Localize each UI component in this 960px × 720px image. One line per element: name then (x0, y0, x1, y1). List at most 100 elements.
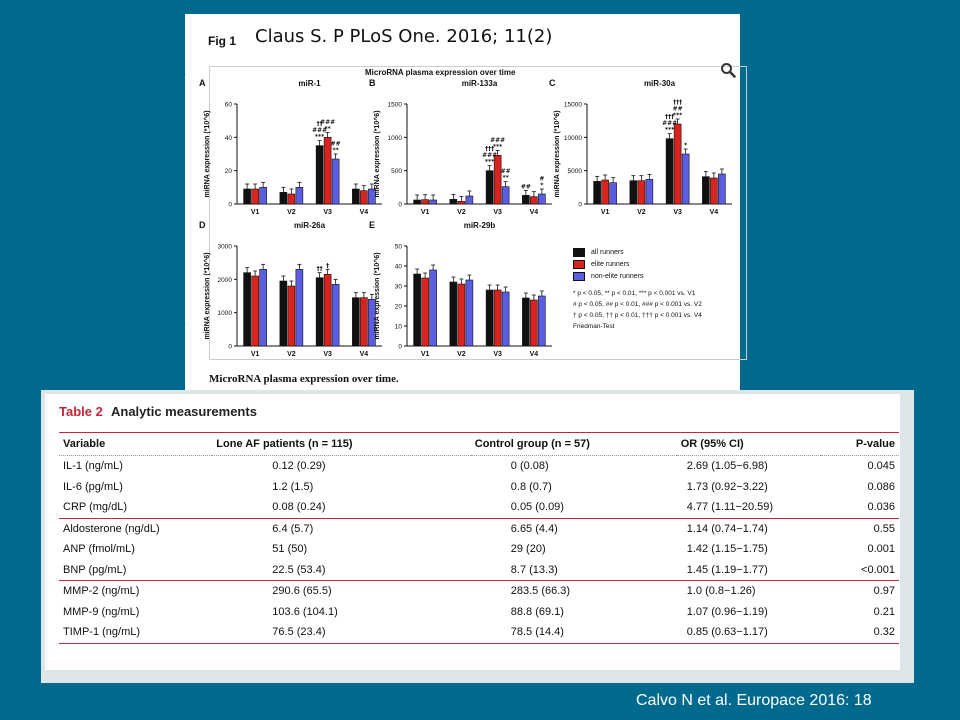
y-tick-label: 1500 (388, 102, 403, 109)
bar (593, 181, 601, 205)
table-panel: Table 2 Analytic measurements Variable L… (41, 390, 914, 683)
y-tick-label: 20 (225, 168, 233, 175)
bar (673, 123, 682, 205)
note: # p < 0.05, ## p < 0.01, ### p < 0.001 v… (573, 301, 702, 308)
cell-variable: ANP (fmol/mL) (63, 543, 135, 556)
significance-mark: ### (482, 152, 497, 159)
bar (413, 199, 421, 205)
bar (538, 295, 546, 347)
significance-mark: *** (485, 159, 495, 166)
significance-mark: ## (331, 141, 341, 148)
significance-mark: *** (673, 112, 683, 119)
y-tick-label: 0 (398, 344, 402, 351)
x-tick-label: V1 (251, 209, 260, 216)
y-tick-label: 0 (228, 202, 232, 209)
bar (645, 179, 654, 205)
significance-mark: †† (317, 121, 323, 128)
bar (287, 193, 296, 205)
x-tick-label: V3 (493, 351, 502, 358)
side-link-bottom[interactable]: ... (181, 320, 187, 327)
cell-control: 88.8 (69.1) (510, 605, 564, 618)
cell-or: 1.0 (0.8−1.26) (686, 585, 756, 598)
table-row: MMP-9 (ng/mL) 103.6 (104.1) 88.8 (69.1) 1.0… (59, 602, 899, 623)
bar (493, 289, 502, 347)
legend-label: non-elite runners (591, 272, 644, 280)
bar (331, 284, 340, 347)
table-card: Table 2 Analytic measurements Variable L… (45, 394, 900, 670)
bar (429, 269, 437, 347)
cell-or: 1.07 (0.96−1.19) (686, 605, 768, 618)
side-link-top[interactable]: ... (181, 70, 187, 77)
y-tick-label: 10 (395, 324, 403, 331)
cell-lone-af: 6.4 (5.7) (272, 522, 314, 535)
cell-variable: BNP (pg/mL) (59, 559, 213, 581)
cell-p-value: 0.036 (821, 497, 899, 519)
x-tick-label: V2 (457, 351, 466, 358)
bar (352, 297, 360, 347)
x-tick-label: V2 (457, 209, 466, 216)
cell-control: 29 (20) (510, 543, 546, 556)
bar (323, 137, 332, 205)
cell-control: 283.5 (66.3) (510, 585, 571, 598)
bar (315, 145, 324, 205)
bar (295, 269, 304, 347)
cell-variable: MMP-2 (ng/mL) (63, 585, 140, 598)
x-tick-label: V1 (601, 209, 610, 216)
cell-or: 0.85 (0.63−1.17) (676, 622, 822, 644)
cell-lone-af: 1.2 (1.5) (272, 480, 314, 493)
table-header-row: Variable Lone AF patients (n = 115) Cont… (59, 432, 899, 456)
cell-lone-af: 0.12 (0.29) (272, 460, 326, 473)
bar (501, 291, 510, 347)
bar (243, 188, 251, 205)
cell-variable: Aldosterone (ng/dL) (63, 522, 160, 535)
bar (465, 195, 474, 205)
cell-p-value: 0.045 (867, 460, 895, 473)
legend-item: non-elite runners (573, 270, 702, 282)
cell-control: 78.5 (14.4) (470, 622, 677, 644)
cell-lone-af: 51 (50) (272, 543, 308, 556)
figure-caption: MicroRNA plasma expression over time. (209, 373, 399, 385)
x-tick-label: V3 (323, 351, 332, 358)
bar (259, 269, 267, 347)
bar (485, 170, 494, 205)
x-tick-label: V3 (323, 209, 332, 216)
cell-lone-af: 76.5 (23.4) (212, 622, 471, 644)
cell-control: 6.65 (4.4) (510, 522, 558, 535)
bar (259, 187, 267, 205)
figure-title: MicroRNA plasma expression over time (365, 68, 516, 77)
bar (485, 289, 494, 347)
table-row: ANP (fmol/mL) 51 (50) 29 (20) 1.42 (1.15−1.… (59, 539, 899, 560)
bar (601, 179, 609, 205)
magnify-icon[interactable] (720, 62, 736, 83)
legend-swatch (573, 271, 585, 281)
cell-or: 1.14 (0.74−1.74) (686, 522, 768, 535)
significance-mark: ### (490, 137, 505, 144)
bar (530, 299, 538, 347)
bar (522, 297, 530, 347)
y-tick-label: 20 (395, 304, 403, 311)
cell-control: 0.05 (0.09) (470, 497, 677, 519)
x-tick-label: V1 (251, 351, 260, 358)
significance-mark: ** (324, 125, 331, 132)
significance-mark: ## (501, 168, 511, 175)
bar (629, 180, 638, 205)
significance-mark: ## (673, 106, 683, 113)
significance-mark: †† (317, 266, 323, 273)
x-tick-label: V4 (360, 209, 369, 216)
x-tick-label: V2 (287, 351, 296, 358)
cell-lone-af: 22.5 (53.4) (212, 559, 471, 581)
x-tick-label: V3 (493, 209, 502, 216)
panel-letter: A (199, 78, 206, 88)
bar (323, 274, 332, 347)
cell-variable: IL-1 (ng/mL) (63, 460, 123, 473)
significance-mark: ## (521, 183, 531, 190)
chart-title: miR-30a (644, 79, 676, 88)
figure-label: Fig 1 (208, 34, 237, 48)
significance-mark: *** (315, 134, 325, 141)
panel-letter: D (199, 220, 206, 230)
table-row: MMP-2 (ng/mL) 290.6 (65.5) 283.5 (66.3) 1.0… (59, 581, 899, 602)
figure-citation: Claus S. P PLoS One. 2016; 11(2) (255, 26, 553, 47)
table-row: IL-6 (pg/mL) 1.2 (1.5) 0.8 (0.7) 1.73 (0.92… (59, 477, 899, 498)
y-tick-label: 5000 (568, 168, 583, 175)
note: † p < 0.05, †† p < 0.01, ††† p < 0.001 v… (573, 312, 702, 319)
